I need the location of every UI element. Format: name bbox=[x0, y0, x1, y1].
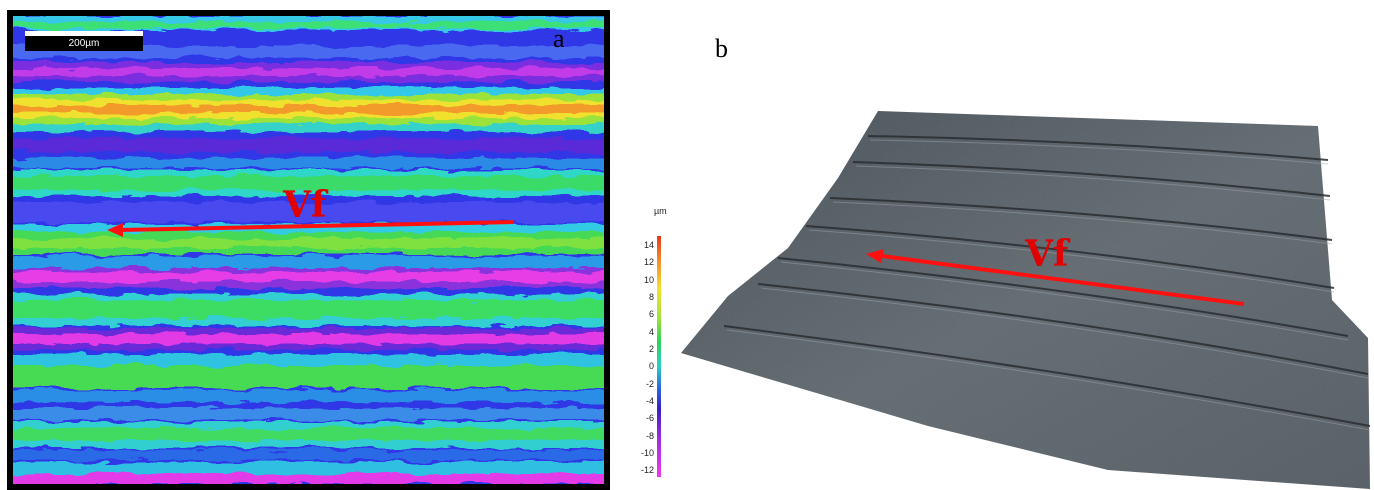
legend-tick: -6 bbox=[645, 413, 654, 423]
arrow-head-icon bbox=[866, 249, 884, 263]
legend-tick: 14 bbox=[643, 240, 654, 250]
scale-bar: 200µm bbox=[25, 31, 143, 51]
legend-tick: 4 bbox=[648, 327, 654, 337]
vf-label-a: Vf bbox=[283, 184, 327, 226]
legend-unit: µm bbox=[654, 206, 667, 216]
legend-tick: -8 bbox=[645, 431, 654, 441]
legend-tick: 6 bbox=[648, 309, 654, 319]
legend-tick: -12 bbox=[640, 465, 654, 475]
color-ramp bbox=[657, 236, 661, 477]
legend-tick: -2 bbox=[645, 379, 654, 389]
panel-letter-b: b bbox=[715, 34, 728, 63]
arrow-head-icon bbox=[107, 223, 123, 237]
legend-tick: 10 bbox=[643, 275, 654, 285]
legend-tick: -4 bbox=[645, 396, 654, 406]
surface-3d-image bbox=[681, 111, 1371, 489]
feed-direction-arrow-3d bbox=[881, 254, 1245, 306]
legend-tick: 8 bbox=[648, 292, 654, 302]
feed-direction-arrow bbox=[118, 220, 515, 232]
vf-label-b: Vf bbox=[1025, 233, 1069, 275]
legend-tick: 12 bbox=[643, 257, 654, 267]
legend-tick: 0 bbox=[648, 361, 654, 371]
legend-tick: 2 bbox=[648, 344, 654, 354]
height-map-image bbox=[7, 10, 610, 490]
scale-bar-label: 200µm bbox=[25, 36, 143, 51]
panel-letter-a: a bbox=[553, 24, 565, 53]
color-scale-legend: µm 14 12 10 8 6 4 2 0 -2 -4 -6 -8 -10 -1… bbox=[640, 206, 680, 486]
legend-tick: -10 bbox=[640, 448, 654, 458]
height-map-panel: 200µm bbox=[7, 10, 610, 490]
